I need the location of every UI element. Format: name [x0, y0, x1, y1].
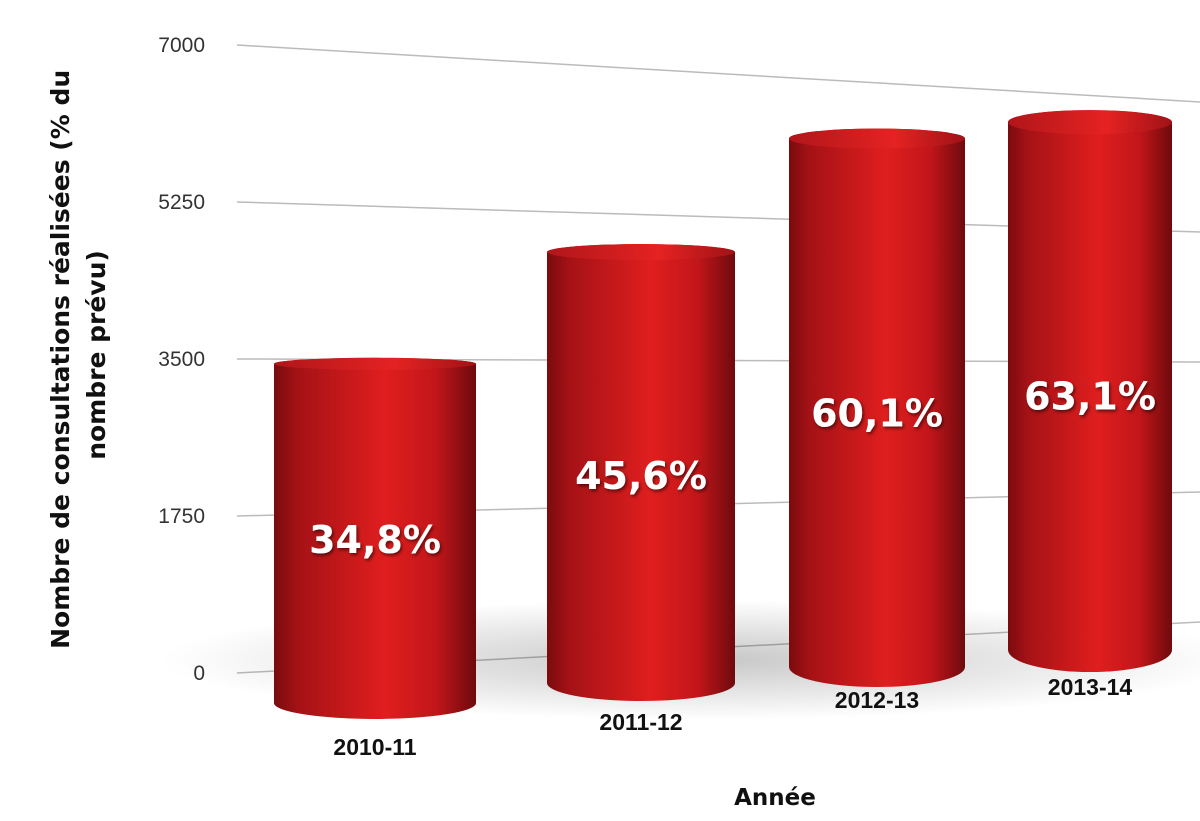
x-tick-label: 2010-11 [333, 734, 416, 760]
bar-data-label: 34,8% [309, 518, 441, 562]
bar-top [274, 357, 476, 370]
y-axis-title-line-1: Nombre de consultations réalisées (% du [46, 70, 75, 649]
x-tick-label: 2012-13 [835, 687, 919, 713]
bar-top [547, 244, 735, 261]
x-axis-tick-labels: 2010-11 2011-12 2012-13 2013-14 [333, 674, 1132, 760]
y-tick-label: 7000 [158, 34, 205, 57]
y-tick-label: 3500 [158, 348, 205, 371]
y-tick-label: 5250 [158, 191, 205, 214]
bar-data-labels: 34,8% 45,6% 60,1% 63,1% [309, 375, 1156, 563]
bar [1008, 110, 1172, 673]
bar [274, 357, 476, 719]
x-tick-label: 2013-14 [1048, 674, 1133, 700]
x-axis-title: Année [734, 785, 816, 811]
bar-data-label: 60,1% [811, 391, 943, 435]
x-tick-label: 2011-12 [599, 709, 682, 735]
grid-line [236, 44, 1200, 103]
y-axis-title: Nombre de consultations réalisées (% du … [46, 61, 111, 649]
bar-data-label: 45,6% [575, 454, 707, 498]
bar-data-label: 63,1% [1024, 375, 1156, 419]
bar-top [1008, 110, 1172, 135]
y-axis-title-line-2: nombre prévu) [82, 250, 111, 460]
bar-top [789, 128, 965, 149]
bar [547, 244, 735, 701]
bars [274, 110, 1172, 719]
bar [789, 128, 965, 688]
y-axis-tick-labels: 01750350052507000 [158, 34, 205, 685]
y-tick-label: 1750 [158, 505, 205, 528]
